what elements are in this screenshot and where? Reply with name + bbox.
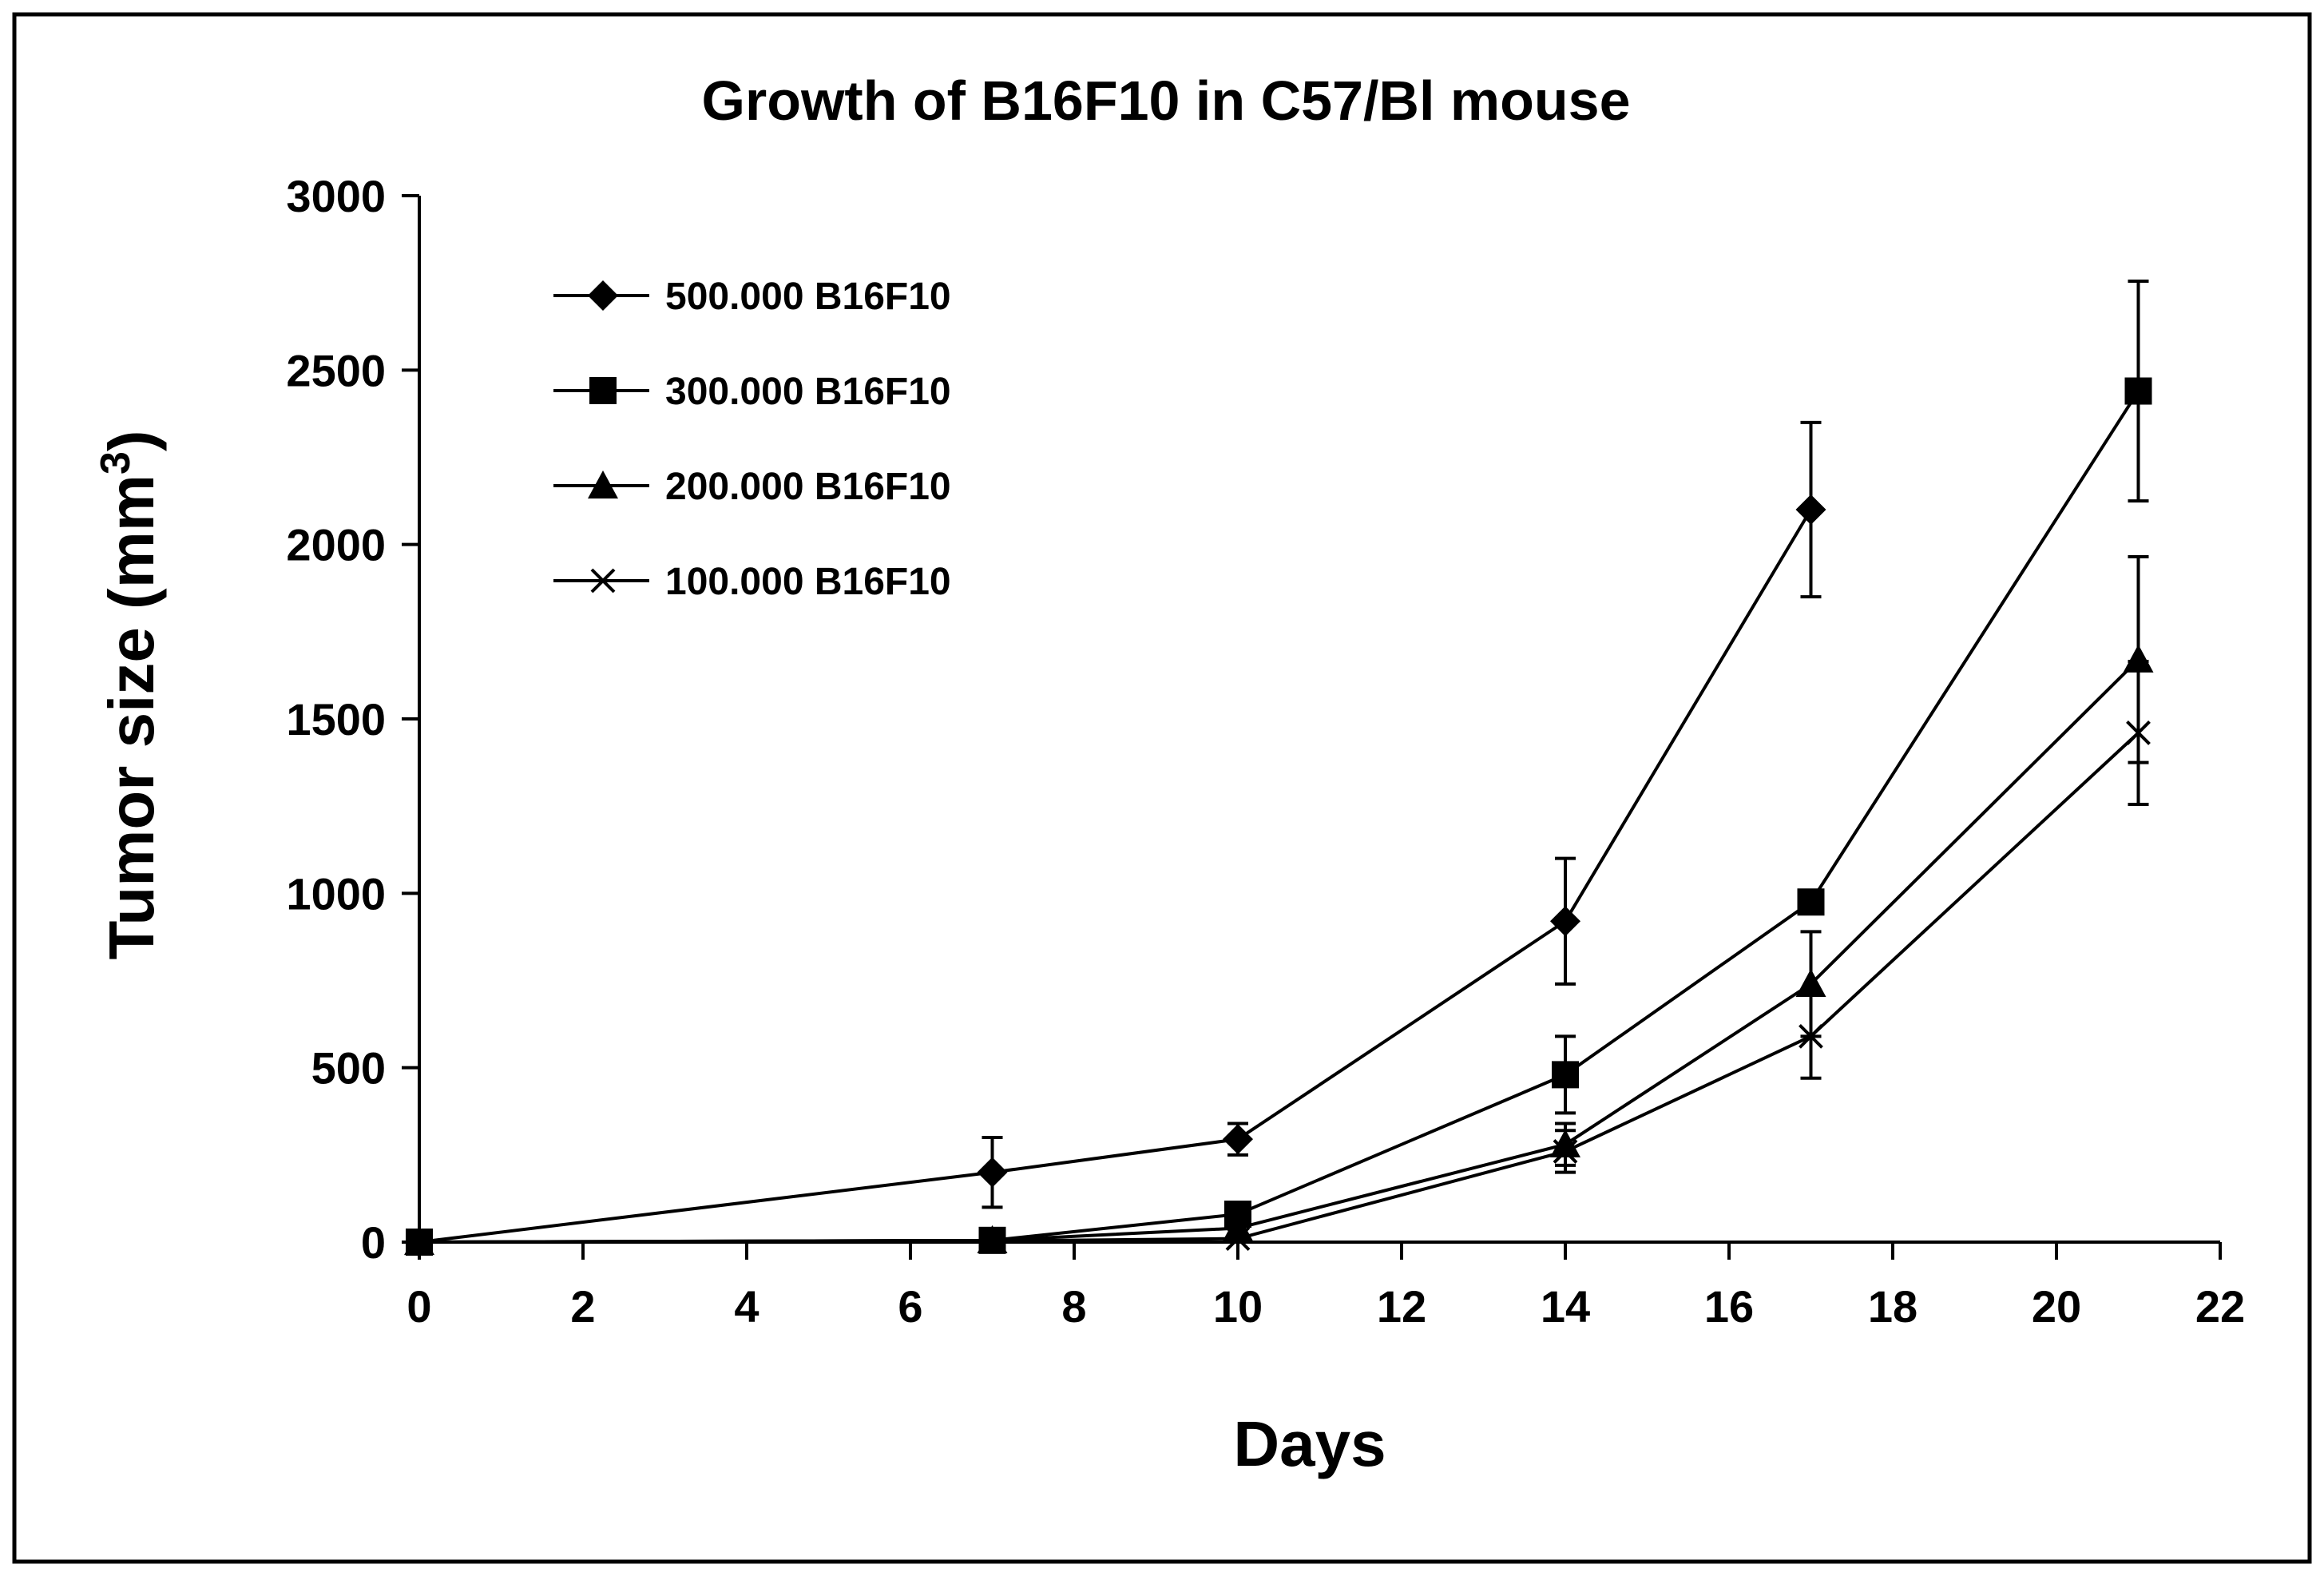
y-tick-label: 3000 — [286, 171, 386, 221]
x-tick-label: 16 — [1704, 1281, 1754, 1332]
legend-marker — [589, 377, 617, 404]
legend-label: 100.000 B16F10 — [665, 561, 951, 603]
y-tick-label: 2500 — [286, 345, 386, 395]
data-point — [2124, 377, 2152, 405]
y-axis-label-main: Tumor size (mm — [96, 474, 167, 960]
x-axis-label: Days — [1233, 1408, 1386, 1479]
x-ticks: 0 2 4 6 8 10 12 14 16 18 20 22 — [407, 1242, 2245, 1332]
data-point — [1797, 888, 1825, 916]
y-ticks: 0 500 1000 1500 2000 2500 3000 — [286, 171, 419, 1268]
data-point — [407, 1229, 432, 1255]
y-axis-label-end: ) — [96, 430, 167, 451]
chart-title: Growth of B16F10 in C57/Bl mouse — [702, 69, 1631, 132]
data-point — [1795, 968, 1826, 998]
data-point — [1223, 1124, 1253, 1155]
y-tick-label: 0 — [361, 1217, 386, 1268]
series-4 — [407, 659, 2151, 1255]
y-tick-label: 500 — [311, 1043, 386, 1094]
legend-entry: 100.000 B16F10 — [553, 561, 951, 603]
y-tick-label: 1000 — [286, 868, 386, 919]
x-tick-label: 0 — [407, 1281, 431, 1332]
legend-entry: 200.000 B16F10 — [553, 466, 951, 508]
x-tick-label: 12 — [1377, 1281, 1426, 1332]
legend-entry: 500.000 B16F10 — [553, 276, 951, 318]
legend-marker — [590, 568, 616, 593]
y-axis-label-sup: 3 — [93, 451, 139, 474]
x-tick-label: 18 — [1868, 1281, 1917, 1332]
legend-entry: 300.000 B16F10 — [553, 371, 951, 413]
x-tick-label: 4 — [734, 1281, 759, 1332]
data-point — [1795, 494, 1826, 525]
legend-label: 300.000 B16F10 — [665, 371, 951, 413]
data-point — [2123, 644, 2154, 673]
data-point — [1550, 906, 1580, 937]
x-tick-label: 22 — [2195, 1281, 2245, 1332]
data-point — [2126, 721, 2151, 745]
x-tick-label: 20 — [2032, 1281, 2081, 1332]
data-point — [977, 1157, 1008, 1188]
legend-label: 200.000 B16F10 — [665, 466, 951, 508]
legend-marker — [588, 280, 618, 311]
data-point — [1552, 1061, 1579, 1089]
x-tick-label: 2 — [570, 1281, 595, 1332]
x-tick-label: 8 — [1061, 1281, 1086, 1332]
series-line — [418, 731, 2140, 1244]
y-tick-label: 2000 — [286, 520, 386, 570]
x-tick-label: 10 — [1213, 1281, 1263, 1332]
x-tick-label: 6 — [898, 1281, 922, 1332]
x-tick-label: 14 — [1541, 1281, 1590, 1332]
data-point — [1799, 1023, 1823, 1049]
legend-label: 500.000 B16F10 — [665, 276, 951, 318]
data-point — [1223, 1213, 1253, 1241]
plot-area — [404, 279, 2154, 1257]
chart-frame — [12, 12, 2312, 1564]
y-tick-label: 1500 — [286, 694, 386, 744]
data-point — [980, 1229, 1005, 1254]
data-point — [1553, 1139, 1578, 1164]
data-point — [1225, 1226, 1251, 1252]
legend: 500.000 B16F10 300.000 B16F10 200.000 B16F… — [553, 276, 951, 603]
legend-marker — [588, 470, 618, 499]
y-axis-label: Tumor size (mm3) — [93, 430, 167, 959]
